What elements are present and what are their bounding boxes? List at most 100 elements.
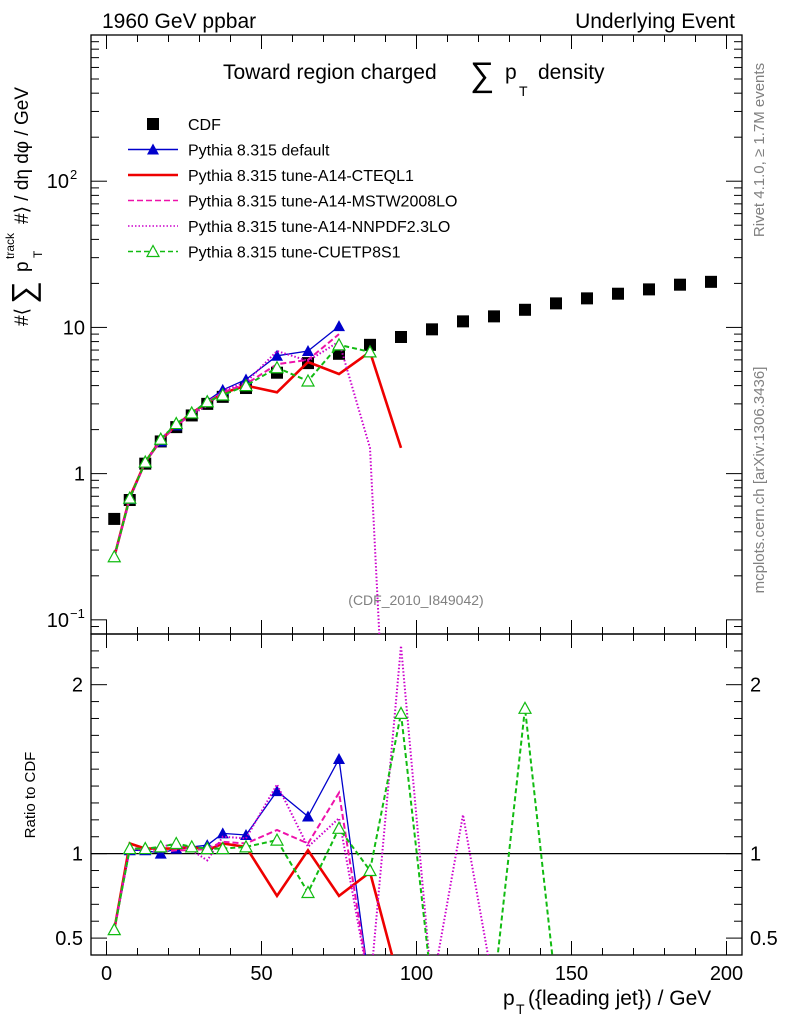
legend-entry: Pythia 8.315 tune-A14-CTEQL1 bbox=[188, 168, 414, 185]
data-point bbox=[581, 292, 593, 305]
rivet-label: Rivet 4.1.0, ≥ 1.7M events bbox=[751, 63, 768, 237]
ratio-point bbox=[138, 841, 153, 855]
svg-text:p: p bbox=[505, 61, 517, 84]
data-point bbox=[184, 405, 199, 419]
watermark: (CDF_2010_I849042) bbox=[348, 592, 483, 608]
svg-text:T: T bbox=[519, 83, 528, 99]
data-point bbox=[108, 512, 121, 525]
main-title: Toward region charged ∑ p T density bbox=[223, 56, 605, 99]
series-line-3 bbox=[113, 333, 340, 558]
ratio-point bbox=[271, 785, 283, 797]
data-point bbox=[107, 549, 122, 563]
ratio-point bbox=[300, 885, 316, 899]
x-tick-label: 150 bbox=[555, 963, 588, 985]
y-tick-label-main: 10 bbox=[47, 171, 69, 193]
legend-entry: Pythia 8.315 tune-CUETP8S1 bbox=[188, 245, 401, 262]
data-point bbox=[200, 394, 215, 408]
svg-text:density: density bbox=[538, 61, 605, 84]
y-tick-label-ratio-right: 2 bbox=[750, 675, 761, 697]
y-tick-label-ratio: 2 bbox=[72, 675, 83, 697]
y-tick-label-main: 10 bbox=[47, 610, 69, 632]
data-point bbox=[122, 490, 137, 504]
data-point bbox=[395, 330, 407, 343]
svg-text:T: T bbox=[516, 1001, 525, 1017]
data-point bbox=[238, 378, 254, 392]
legend-entry: Pythia 8.315 tune-A14-NNPDF2.3LO bbox=[188, 219, 450, 236]
data-point bbox=[333, 320, 345, 332]
x-tick-label: 50 bbox=[250, 963, 272, 985]
x-tick-label: 0 bbox=[101, 963, 112, 985]
data-point bbox=[488, 310, 500, 323]
data-point bbox=[519, 303, 531, 316]
ratio-point bbox=[107, 922, 122, 936]
ratio-point bbox=[331, 821, 347, 834]
y-axis-label-ratio: Ratio to CDF bbox=[22, 752, 39, 839]
ratio-point bbox=[215, 841, 230, 855]
data-point bbox=[300, 373, 316, 387]
data-point bbox=[362, 344, 378, 358]
ratio-point bbox=[302, 810, 314, 822]
svg-text:p: p bbox=[503, 987, 515, 1010]
data-point bbox=[705, 275, 717, 288]
svg-text:({leading jet}) / GeV: ({leading jet}) / GeV bbox=[528, 987, 711, 1010]
data-point bbox=[457, 315, 469, 328]
ratio-point bbox=[153, 839, 168, 853]
data-point bbox=[153, 431, 168, 445]
legend-marker bbox=[145, 244, 161, 258]
svg-text:T: T bbox=[31, 250, 45, 258]
mcplots-label: mcplots.cern.ch [arXiv:1306.3436] bbox=[751, 367, 768, 594]
ratio-point bbox=[169, 836, 184, 850]
y-tick-exponent: 2 bbox=[70, 167, 77, 182]
ratio-point bbox=[362, 863, 378, 877]
ratio-series-group bbox=[107, 645, 554, 955]
data-point bbox=[138, 454, 153, 468]
data-point bbox=[331, 337, 347, 351]
ratio-point bbox=[216, 827, 229, 839]
ratio-point bbox=[154, 847, 167, 859]
data-point bbox=[550, 297, 562, 310]
ratio-line-3 bbox=[113, 645, 489, 955]
header-right: Underlying Event bbox=[575, 10, 735, 33]
ratio-point bbox=[517, 701, 533, 714]
data-point bbox=[674, 278, 686, 291]
data-point bbox=[643, 283, 655, 296]
data-point bbox=[302, 344, 314, 356]
svg-text:#⟩ / dη dφ / GeV: #⟩ / dη dφ / GeV bbox=[12, 87, 33, 224]
y-axis-label-main: #⟨ ∑ p track T #⟩ / dη dφ / GeV bbox=[3, 87, 45, 326]
series-line-2 bbox=[113, 349, 403, 558]
svg-text:Toward region charged: Toward region charged bbox=[223, 61, 437, 84]
ratio-point bbox=[200, 841, 215, 855]
data-point bbox=[169, 416, 184, 430]
legend: CDF Pythia 8.315 default Pythia 8.315 tune… bbox=[128, 117, 457, 262]
y-tick-label-ratio-right: 0.5 bbox=[750, 928, 778, 950]
svg-text:Rivet 4.1.0, ≥ 1.7M events: Rivet 4.1.0, ≥ 1.7M events bbox=[751, 63, 768, 237]
legend-entry: Pythia 8.315 default bbox=[188, 143, 330, 160]
header-left: 1960 GeV ppbar bbox=[102, 10, 256, 33]
ratio-point bbox=[393, 706, 409, 720]
data-point bbox=[269, 360, 285, 374]
data-point bbox=[215, 387, 230, 401]
ratio-point bbox=[238, 839, 254, 853]
y-tick-label-main: 1 bbox=[74, 464, 85, 486]
legend-marker bbox=[147, 143, 159, 155]
data-point bbox=[426, 323, 438, 336]
y-tick-label-ratio: 0.5 bbox=[55, 928, 83, 950]
svg-text:track: track bbox=[3, 232, 17, 259]
series-line-5 bbox=[113, 343, 371, 558]
ratio-point bbox=[122, 841, 137, 855]
ratio-point bbox=[184, 839, 199, 853]
main-series-group bbox=[107, 275, 717, 634]
svg-text:∑: ∑ bbox=[5, 281, 41, 304]
legend-entry: Pythia 8.315 tune-A14-MSTW2008LO bbox=[188, 194, 457, 211]
ratio-point bbox=[333, 753, 345, 765]
x-tick-label: 100 bbox=[400, 963, 433, 985]
ratio-point bbox=[269, 832, 285, 846]
svg-text:p: p bbox=[12, 261, 33, 272]
ratio-plot-frame bbox=[90, 633, 743, 956]
svg-text:mcplots.cern.ch [arXiv:1306.34: mcplots.cern.ch [arXiv:1306.3436] bbox=[751, 367, 768, 594]
y-tick-label-ratio-right: 1 bbox=[750, 844, 761, 866]
legend-entry: CDF bbox=[188, 117, 221, 134]
x-axis-label: p T ({leading jet}) / GeV bbox=[503, 987, 711, 1017]
y-tick-label-ratio: 1 bbox=[72, 844, 83, 866]
